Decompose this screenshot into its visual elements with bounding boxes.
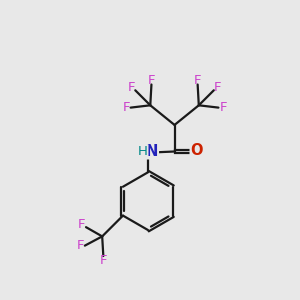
- Text: F: F: [148, 74, 155, 87]
- Text: H: H: [138, 145, 148, 158]
- Text: O: O: [190, 143, 203, 158]
- Text: F: F: [100, 254, 107, 267]
- Text: F: F: [78, 218, 85, 231]
- Text: F: F: [122, 101, 130, 114]
- Text: N: N: [146, 144, 158, 159]
- Text: N: N: [146, 144, 158, 159]
- Text: F: F: [128, 81, 135, 94]
- Text: O: O: [190, 143, 203, 158]
- Text: F: F: [214, 81, 222, 94]
- Text: F: F: [219, 101, 227, 114]
- Text: H: H: [138, 145, 148, 158]
- Text: F: F: [76, 239, 84, 252]
- Text: F: F: [194, 74, 201, 87]
